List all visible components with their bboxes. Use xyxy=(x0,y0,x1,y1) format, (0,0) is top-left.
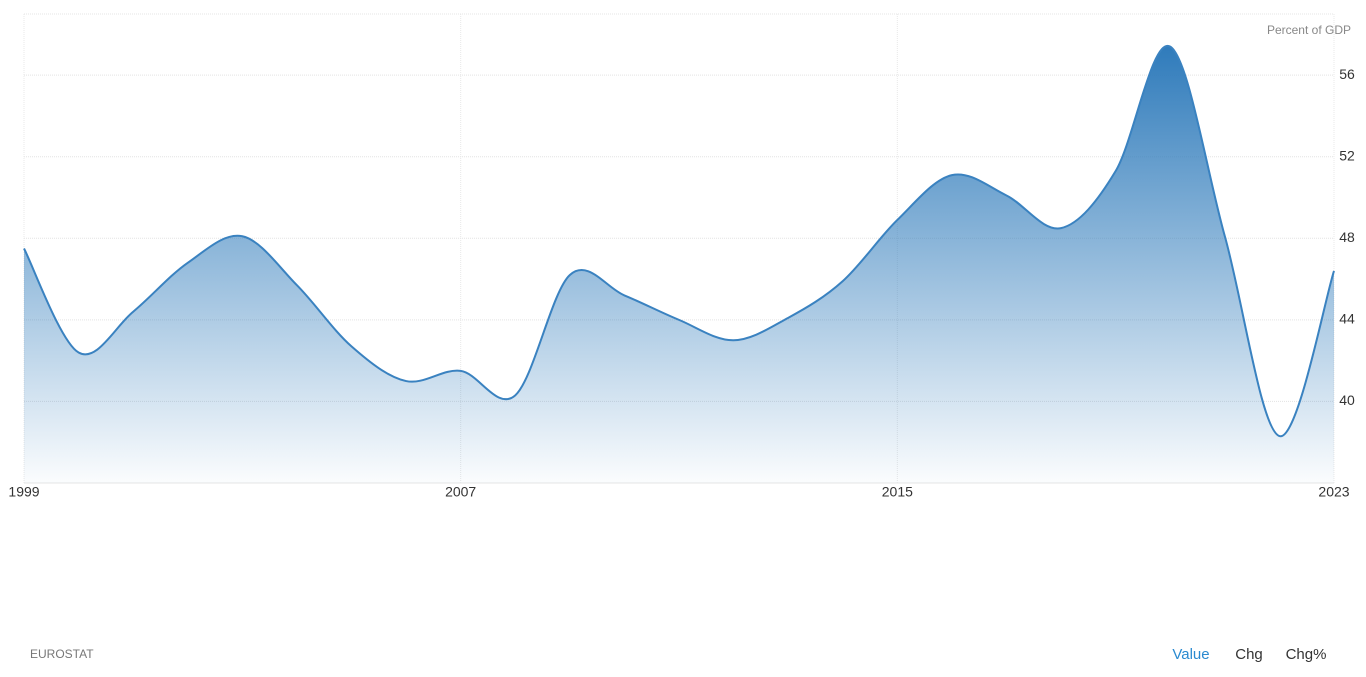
area-fill xyxy=(24,45,1334,483)
source: EUROSTAT xyxy=(30,647,94,661)
x-tick-label: 2023 xyxy=(1318,484,1349,500)
unit-label: Percent of GDP xyxy=(1267,23,1351,37)
x-tick-label: 2015 xyxy=(882,484,913,500)
line xyxy=(23,45,1335,438)
y-tick-label: 56 xyxy=(1339,66,1355,82)
y-tick-label: 40 xyxy=(1339,392,1355,408)
x-tick-label: 1999 xyxy=(8,484,39,500)
y-tick-label: 48 xyxy=(1339,229,1355,245)
chg-button[interactable]: Chg xyxy=(1235,646,1263,663)
y-tick-label: 52 xyxy=(1339,147,1355,163)
chg-pct-button[interactable]: Chg% xyxy=(1286,646,1327,663)
value-button[interactable]: Value xyxy=(1172,646,1209,663)
y-tick-label: 44 xyxy=(1339,311,1355,327)
x-tick-label: 2007 xyxy=(445,484,476,500)
